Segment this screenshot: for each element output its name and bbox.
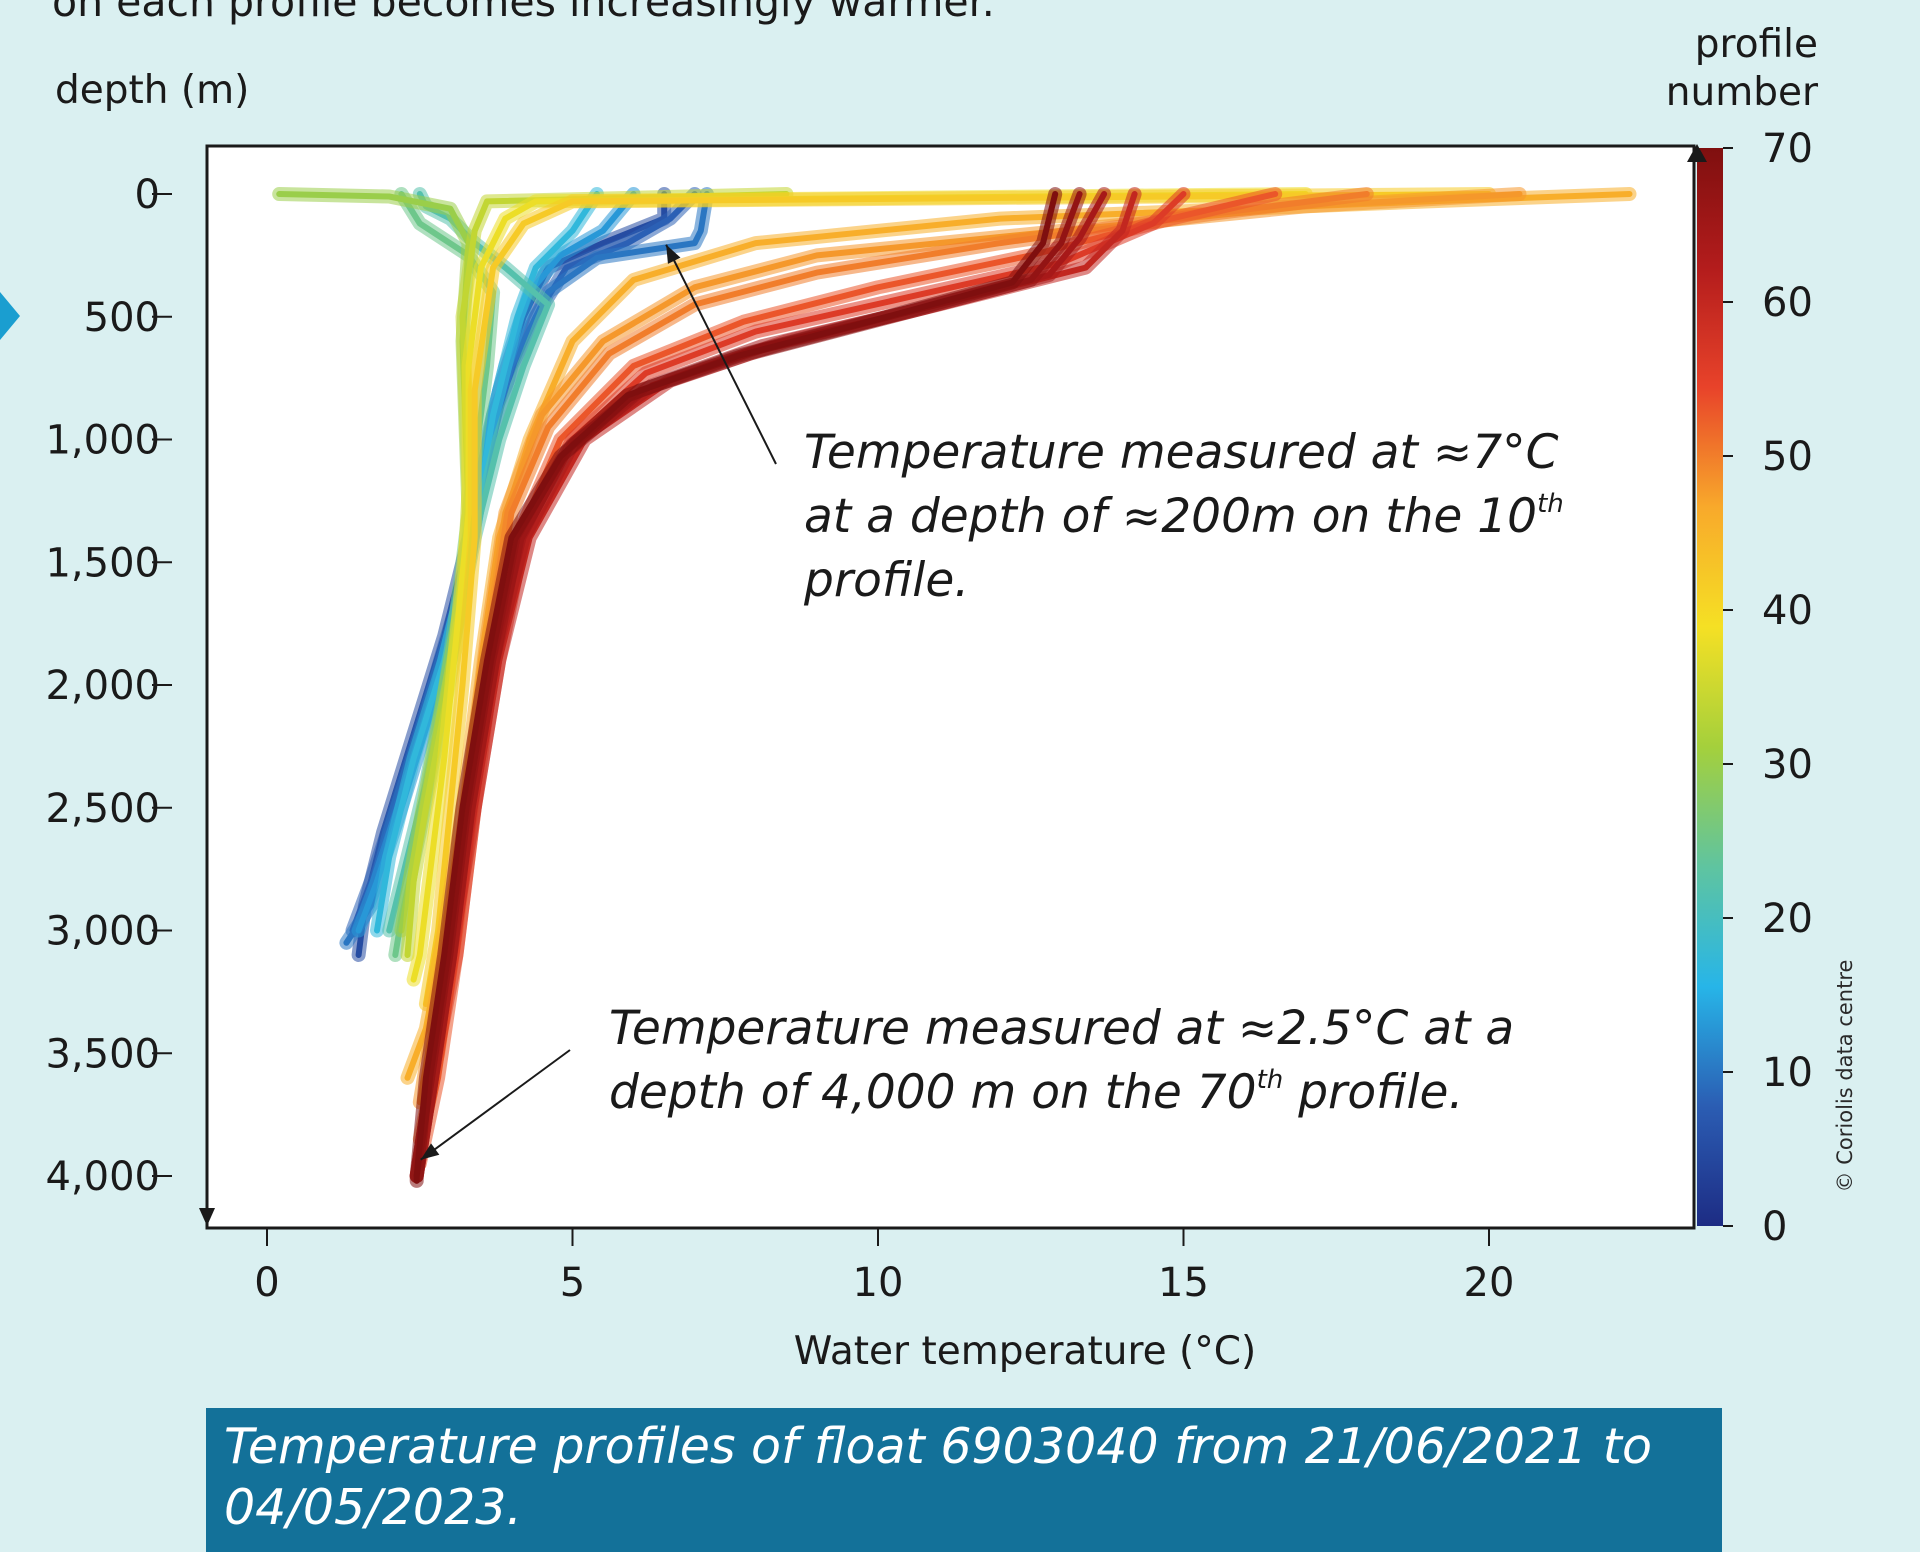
x-axis-ticks: 0 5 10 15 20 [254, 1228, 1514, 1306]
y-tick-label: 2,000 [45, 663, 160, 709]
colorbar-label-line1: profile [1695, 22, 1818, 67]
colorbar-tick-label: 10 [1762, 1050, 1813, 1096]
page-marker-icon [0, 292, 20, 340]
y-tick-label: 1,000 [45, 418, 160, 464]
annotation-2-arrow-line [420, 1049, 571, 1161]
annotation-1-line-3: profile. [803, 553, 969, 608]
x-tick-label: 15 [1158, 1260, 1209, 1306]
y-tick-label: 2,500 [45, 786, 160, 832]
profile-70-line [413, 191, 1059, 1184]
colorbar-tick-label: 30 [1762, 742, 1813, 788]
annotation-1-arrow-line [665, 244, 777, 465]
colorbar-tick-label: 20 [1762, 896, 1813, 942]
figure-caption: Temperature profiles of float 6903040 fr… [224, 1418, 1652, 1536]
y-axis-label: depth (m) [55, 68, 249, 113]
x-tick-label: 5 [560, 1260, 585, 1306]
colorbar-tick-label: 60 [1762, 280, 1813, 326]
annotation-1-arrow-arrowhead-icon [666, 244, 681, 264]
colorbar-tick-label: 0 [1762, 1204, 1787, 1250]
annotation-1-line-2: at a depth of ≈200m on the 10th [804, 489, 1564, 544]
colorbar-tick-label: 50 [1762, 434, 1813, 480]
y-tick-label: 3,000 [45, 909, 160, 955]
colorbar-tick-label: 70 [1762, 126, 1813, 172]
x-axis-label: Water temperature (°C) [794, 1329, 1256, 1374]
annotations: Temperature measured at ≈7°C at a depth o… [420, 244, 1564, 1161]
intro-text: on each profile becomes increasingly war… [52, 0, 995, 26]
x-tick-label: 20 [1464, 1260, 1515, 1306]
y-axis-ticks: 0 500 1,000 1,500 2,000 2,500 3,000 3,500 4,000 [45, 172, 172, 1200]
credit-text: © Coriolis data centre [1833, 960, 1857, 1193]
annotation-1-line-1: Temperature measured at ≈7°C [804, 425, 1559, 480]
colorbar-tick-label: 40 [1762, 588, 1813, 634]
x-tick-label: 0 [254, 1260, 279, 1306]
colorbar-ticks: 0 10 20 30 40 50 60 70 [1723, 126, 1813, 1250]
profile-42-line [422, 191, 1492, 1008]
annotation-2-line-1: Temperature measured at ≈2.5°C at a [609, 1001, 1514, 1056]
y-axis-arrow-icon [199, 1208, 215, 1226]
profile-lines [272, 187, 1637, 1188]
caption-box: Temperature profiles of float 6903040 fr… [206, 1408, 1722, 1552]
annotation-2-arrow-arrowhead-icon [420, 1143, 440, 1160]
y-tick-label: 1,500 [45, 540, 160, 586]
y-tick-label: 0 [135, 172, 160, 218]
annotation-2-line-2: depth of 4,000 m on the 70th profile. [609, 1065, 1463, 1120]
y-tick-label: 4,000 [45, 1154, 160, 1200]
y-tick-label: 500 [84, 295, 160, 341]
colorbar [1697, 148, 1723, 1226]
y-tick-label: 3,500 [45, 1031, 160, 1077]
colorbar-arrow-icon [1687, 144, 1707, 162]
colorbar-label-line2: number [1666, 70, 1819, 115]
x-tick-label: 10 [853, 1260, 904, 1306]
